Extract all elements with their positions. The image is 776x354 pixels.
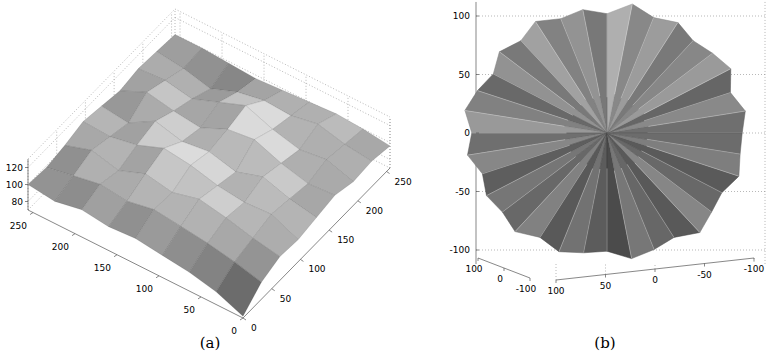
z-tick-label: 100	[453, 11, 470, 21]
surface-facet	[559, 133, 607, 253]
z-tick-label: 50	[459, 70, 471, 80]
chart-b: -100 -50 0 50 100 -100 -50 0 50 100 -100 0 100 (b)	[450, 2, 765, 352]
surface	[28, 35, 390, 317]
surface-streak	[607, 168, 608, 251]
surface-streak	[472, 133, 567, 134]
y-tick-label: 50	[184, 305, 196, 315]
x-tick-label: 200	[366, 206, 383, 216]
walls	[28, 9, 390, 210]
surface-streak	[647, 139, 740, 154]
tick-mark	[605, 275, 606, 278]
tick-labels: 0 50 100 150 200 250 0 50 100 150 200 250 80 100 120	[6, 163, 412, 337]
y-tick-label: 150	[94, 263, 111, 273]
surface-patch	[216, 262, 261, 316]
x-tick-label: 0	[652, 275, 658, 285]
z-tick-label: 120	[6, 163, 23, 173]
axes	[28, 159, 390, 318]
surface-facet	[465, 91, 607, 133]
x-tick-label: -100	[744, 264, 765, 274]
tick-mark	[198, 297, 201, 299]
tick-mark	[300, 259, 303, 261]
tick-mark	[30, 213, 33, 215]
tick-mark	[476, 191, 479, 192]
tick-mark	[387, 172, 390, 174]
surface-streak	[607, 14, 608, 98]
y-tick-label: 100	[465, 264, 482, 274]
x-tick-label: 100	[308, 264, 325, 274]
x-axis	[243, 168, 390, 318]
grid-line	[605, 264, 606, 274]
x-tick-label: 50	[280, 294, 292, 304]
axes	[478, 258, 754, 280]
tick-labels: -100 -50 0 50 100 -100 -50 0 50 100 -100 0 100	[450, 11, 765, 296]
z-tick-label: -50	[455, 187, 470, 197]
tick-mark	[358, 201, 361, 203]
tick-mark	[556, 280, 557, 283]
tick-mark	[478, 258, 479, 261]
y-tick-label: -100	[516, 284, 537, 294]
tick-mark	[114, 255, 117, 257]
surface-streak	[584, 169, 600, 253]
y-tick-label: 0	[231, 326, 237, 336]
tick-mark	[25, 184, 28, 185]
y-tick-label: 200	[52, 242, 69, 252]
figure: 0 50 100 150 200 250 0 50 100 150 200 250 80 100 120 (a…	[0, 0, 776, 354]
tick-mark	[272, 289, 275, 291]
tick-mark	[754, 258, 755, 261]
y-tick-label: 100	[136, 284, 153, 294]
tick-mark	[243, 318, 246, 320]
tick-mark	[156, 276, 159, 278]
x-tick-label: 0	[251, 323, 257, 333]
tick-mark	[476, 16, 479, 17]
tick-mark	[25, 201, 28, 202]
tick-mark	[476, 133, 479, 134]
x-tick-label: -50	[697, 270, 712, 280]
z-tick-label: 80	[12, 197, 24, 207]
surface-streak	[615, 4, 633, 94]
surface-facet	[465, 110, 607, 133]
grid-line	[556, 264, 557, 280]
y-axis	[478, 258, 530, 278]
chart-a: 0 50 100 150 200 250 0 50 100 150 200 250 80 100 120 (a…	[6, 9, 412, 352]
x-tick-label: 100	[547, 286, 564, 296]
z-tick-label: 100	[6, 180, 23, 190]
surface-facet	[584, 133, 608, 253]
grid-line	[655, 264, 656, 269]
caption: (b)	[594, 334, 615, 352]
tick-mark	[476, 250, 479, 251]
surface	[465, 4, 745, 259]
z-tick-label: 0	[464, 128, 470, 138]
x-tick-label: 50	[600, 281, 612, 291]
tick-mark	[329, 230, 332, 232]
x-tick-label: 150	[337, 235, 354, 245]
tick-mark	[704, 264, 705, 267]
surface-facet	[607, 4, 654, 133]
tick-mark	[72, 234, 75, 236]
tick-mark	[240, 318, 243, 320]
surface-facet	[607, 133, 742, 154]
tick-mark	[530, 278, 531, 281]
surface-facet	[607, 4, 632, 133]
y-tick-label: 250	[10, 221, 27, 231]
surface-streak	[465, 110, 564, 126]
tick-mark	[655, 269, 656, 272]
z-tick-label: -100	[450, 245, 471, 255]
x-tick-label: 250	[395, 177, 412, 187]
tick-mark	[476, 74, 479, 75]
y-tick-label: 0	[497, 274, 503, 284]
caption: (a)	[200, 334, 221, 352]
tick-mark	[504, 268, 505, 271]
tick-mark	[25, 167, 28, 168]
